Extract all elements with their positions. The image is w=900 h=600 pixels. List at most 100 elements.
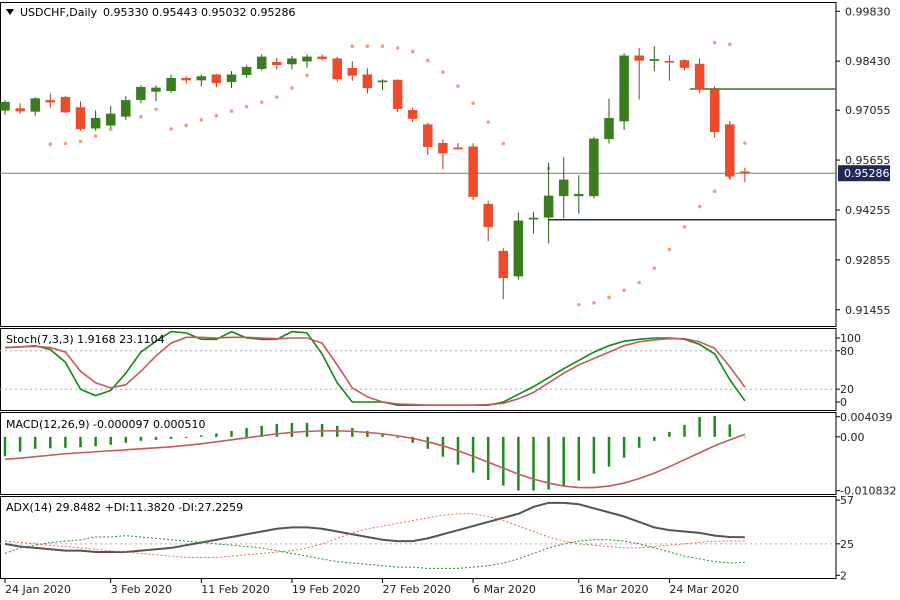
- candle-body: [604, 117, 614, 140]
- sar-point: [697, 204, 702, 209]
- time-tick-label: 3 Feb 2020: [111, 583, 172, 596]
- candle-body: [528, 217, 539, 220]
- candle-body: [468, 146, 478, 197]
- stoch-tick-label: 20: [840, 383, 854, 396]
- sar-point: [154, 107, 158, 112]
- sar-point: [667, 247, 672, 252]
- candle-body: [60, 96, 71, 113]
- candle-body: [226, 74, 237, 83]
- sar-point: [214, 113, 219, 118]
- candle-body: [453, 147, 463, 150]
- stoch-tick-label: 0: [840, 396, 847, 409]
- candle-body: [166, 78, 176, 92]
- stoch-main-line: [4, 330, 746, 407]
- adx-tick-label: 2: [840, 569, 847, 582]
- candle-body: [634, 55, 644, 61]
- sar-point: [712, 189, 717, 194]
- sar-point: [743, 141, 747, 145]
- sar-point: [471, 101, 475, 106]
- sar-point: [486, 120, 491, 124]
- time-tick-label: 16 Mar 2020: [579, 583, 649, 596]
- candle-body: [574, 193, 584, 197]
- price-tick-label: 0.95655: [845, 154, 891, 167]
- adx-pane[interactable]: [0, 501, 836, 569]
- candle-body: [317, 56, 327, 59]
- candle-body: [377, 80, 388, 83]
- candle-body: [347, 68, 358, 76]
- sar-point: [395, 46, 400, 50]
- candle-body: [619, 55, 629, 122]
- candle-body: [90, 117, 101, 129]
- candle-body: [30, 98, 40, 112]
- candle-body: [513, 220, 524, 277]
- current-price-badge: [838, 165, 890, 182]
- candle-body: [483, 203, 493, 228]
- candle-body: [362, 74, 373, 89]
- candle-body: [121, 100, 131, 117]
- current-price-label: 0.95286: [844, 167, 890, 180]
- price-tick-label: 0.97055: [845, 104, 891, 117]
- sar-point: [93, 134, 98, 138]
- time-tick-label: 19 Feb 2020: [292, 583, 360, 596]
- sar-point: [622, 288, 626, 293]
- candle-body: [740, 171, 750, 174]
- candle-body: [287, 58, 297, 65]
- sar-point: [380, 44, 385, 48]
- candle-body: [392, 79, 403, 109]
- sar-point: [577, 302, 581, 307]
- candle-body: [664, 60, 675, 63]
- sar-point: [637, 280, 641, 285]
- adx-line: [4, 501, 745, 554]
- pane-frames: [0, 2, 837, 579]
- sar-point: [441, 70, 445, 75]
- price-tick-label: 0.98430: [845, 55, 891, 68]
- macd-tick-label: -0.010832: [840, 485, 896, 498]
- candle-body: [151, 87, 161, 92]
- sar-point: [169, 127, 173, 131]
- sar-point: [63, 141, 68, 146]
- candle-body: [694, 63, 705, 90]
- adx-title: ADX(14) 29.8482 +DI:11.3820 -DI:27.2259: [6, 501, 243, 514]
- stoch-signal-line: [4, 336, 746, 407]
- macd-tick-label: 0.00: [840, 431, 865, 444]
- sar-point: [199, 118, 204, 122]
- sar-point: [275, 95, 279, 99]
- macd-signal-line: [4, 430, 746, 489]
- stochastic-pane[interactable]: [0, 330, 836, 407]
- ohlc-values: 0.95330 0.95443 0.95032 0.95286: [103, 6, 295, 19]
- sar-point: [456, 84, 460, 88]
- price-pane[interactable]: [0, 40, 836, 307]
- candle-body: [181, 78, 191, 81]
- time-tick-label: 27 Feb 2020: [383, 583, 451, 596]
- sar-point: [48, 142, 53, 147]
- candle-body: [45, 100, 56, 103]
- sar-point: [305, 73, 309, 78]
- price-axis: 0.99830 0.98430 0.97055 0.95655 0.94255 0.928…: [836, 5, 896, 582]
- time-tick-label: 11 Feb 2020: [201, 583, 269, 596]
- triangle-down-icon[interactable]: [6, 9, 14, 15]
- candle-body: [0, 101, 10, 111]
- candle-body: [589, 138, 599, 197]
- sar-point: [682, 225, 687, 229]
- candle-body: [438, 142, 448, 154]
- pane-border: [0, 412, 837, 495]
- candle-body: [241, 66, 252, 75]
- candle-body: [302, 56, 312, 62]
- stoch-tick-label: 80: [840, 345, 854, 358]
- candle-body: [558, 179, 569, 197]
- stoch-tick-label: 100: [840, 332, 861, 345]
- sar-point: [652, 266, 657, 271]
- candle-body: [725, 124, 735, 177]
- sar-point: [259, 100, 264, 104]
- pane-border: [0, 2, 837, 327]
- pane-border: [0, 496, 837, 579]
- price-tick-label: 0.99830: [845, 5, 891, 18]
- sar-point: [365, 44, 370, 48]
- adx-tick-label: 57: [840, 494, 854, 507]
- macd-tick-label: 0.004039: [840, 411, 893, 424]
- candle-body: [679, 60, 690, 68]
- price-tick-label: 0.94255: [845, 204, 891, 217]
- candle-body: [649, 59, 660, 61]
- symbol-title: USDCHF,Daily: [20, 6, 98, 19]
- macd-pane[interactable]: [3, 415, 747, 491]
